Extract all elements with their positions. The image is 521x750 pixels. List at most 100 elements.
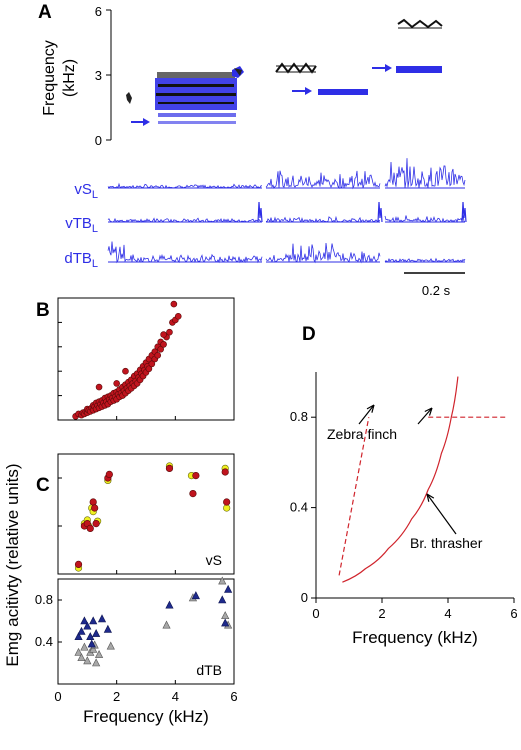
data-point-navy bbox=[191, 591, 200, 600]
panel-b-ticks bbox=[57, 321, 235, 420]
y-tick-label: 0.4 bbox=[290, 500, 308, 515]
data-point-navy bbox=[221, 618, 230, 627]
emg-spike bbox=[461, 201, 467, 223]
x-tick-label: 0 bbox=[54, 689, 61, 704]
emg-trace bbox=[107, 217, 263, 223]
panel-c-top-points bbox=[74, 462, 231, 572]
data-point bbox=[160, 341, 167, 348]
panel-b-frame bbox=[57, 297, 235, 421]
data-point-navy bbox=[83, 621, 92, 630]
panel-b: B bbox=[36, 297, 235, 421]
emg-trace bbox=[107, 241, 263, 264]
data-point-yellow bbox=[223, 504, 231, 512]
data-point-navy bbox=[103, 624, 112, 633]
panel-d-label: D bbox=[302, 324, 316, 345]
data-point bbox=[145, 365, 153, 373]
data-point-navy bbox=[87, 639, 96, 648]
annotation-arrow bbox=[426, 493, 457, 535]
data-point-red bbox=[74, 560, 83, 569]
panel-d-xlabel: Frequency (kHz) bbox=[352, 628, 478, 647]
data-point-grey bbox=[83, 656, 92, 665]
y-tick-label: 0.8 bbox=[290, 409, 308, 424]
data-point-grey bbox=[80, 642, 89, 651]
annotation-arrowhead bbox=[366, 404, 375, 413]
emg-trace-label-vs: vSL bbox=[74, 181, 98, 201]
data-point bbox=[113, 380, 120, 387]
x-tick-label: 2 bbox=[378, 606, 385, 621]
data-point-navy bbox=[97, 614, 107, 623]
y-tick-label: 0.8 bbox=[35, 592, 53, 607]
annotation-zebra-finch: Zebra finch bbox=[327, 426, 397, 442]
emg-spike bbox=[257, 201, 263, 223]
data-point-red bbox=[89, 498, 97, 506]
emg-trace bbox=[265, 242, 381, 264]
data-point-navy bbox=[86, 632, 95, 641]
y-tick-label: 0.4 bbox=[35, 634, 53, 649]
data-point bbox=[166, 328, 173, 336]
x-tick-label: 4 bbox=[444, 606, 451, 621]
x-tick-label: 6 bbox=[230, 689, 237, 704]
data-point-grey bbox=[89, 644, 98, 653]
arrow-marker-head bbox=[143, 118, 150, 126]
data-point-red bbox=[221, 468, 229, 476]
data-point bbox=[170, 300, 178, 308]
data-point-grey bbox=[221, 611, 230, 620]
x-tick-label: 0 bbox=[312, 606, 319, 621]
emg-trace bbox=[384, 215, 466, 224]
panel-d-lines bbox=[338, 376, 508, 583]
data-point-red bbox=[165, 464, 174, 473]
brown-thrasher-line bbox=[342, 376, 459, 583]
emg-spike bbox=[377, 201, 383, 223]
panel-a-ylabel: Frequency bbox=[41, 40, 58, 116]
spectrogram-syllable-2 bbox=[318, 89, 368, 95]
data-point-navy bbox=[80, 616, 89, 625]
annotation-arrow bbox=[417, 407, 433, 425]
spectrogram-syllable-3-harmonic bbox=[397, 18, 443, 29]
data-point bbox=[148, 360, 156, 368]
data-point-navy bbox=[218, 595, 227, 604]
data-point-navy bbox=[74, 632, 83, 641]
data-point bbox=[122, 367, 129, 375]
panel-c-bottom-ticks: 0 2 4 6 0.4 0.8 Frequency (kHz) bbox=[35, 592, 238, 726]
panel-d: D 0 2 4 6 0 0.4 0.8 Frequency (kHz) Zebra finch… bbox=[290, 324, 518, 647]
data-point-navy bbox=[224, 584, 233, 593]
emg-trace bbox=[384, 257, 466, 263]
panel-c-bottom-frame bbox=[57, 578, 235, 685]
panel-c-label: C bbox=[36, 475, 50, 496]
data-point-red bbox=[86, 524, 94, 533]
data-point-navy bbox=[165, 600, 174, 609]
panel-a-ytick-label: 3 bbox=[95, 68, 102, 83]
annotation-arrowhead bbox=[424, 407, 433, 416]
annotation-br-thrasher: Br. thrasher bbox=[410, 535, 483, 551]
data-point bbox=[95, 383, 103, 391]
annotation-arrowhead bbox=[426, 493, 435, 502]
data-point-red bbox=[92, 519, 100, 528]
scale-bar-label: 0.2 s bbox=[422, 283, 451, 298]
data-point-grey bbox=[162, 620, 171, 629]
emg-trace bbox=[265, 215, 381, 224]
data-point-red bbox=[189, 490, 197, 498]
shared-ylabel: Emg acitivty (relative units) bbox=[3, 463, 22, 666]
emg-trace bbox=[107, 182, 262, 189]
data-point bbox=[174, 312, 182, 320]
spectrogram-syllable-3 bbox=[396, 66, 442, 73]
data-point-red bbox=[223, 498, 231, 506]
emg-traces bbox=[107, 158, 467, 264]
emg-trace-label-dtb: dTBL bbox=[64, 250, 98, 270]
data-point-grey bbox=[92, 658, 101, 667]
panel-c-top-frame bbox=[57, 453, 235, 575]
annotation-arrow bbox=[358, 404, 375, 425]
data-point-navy bbox=[92, 628, 101, 637]
emg-trace-label-vtb: vTBL bbox=[65, 215, 98, 235]
data-point-red bbox=[91, 504, 99, 512]
x-tick-label: 4 bbox=[172, 689, 179, 704]
panel-a: A 6 3 0 Frequency (kHz) bbox=[38, 2, 467, 298]
spectrogram-fragment bbox=[126, 92, 132, 104]
data-point bbox=[157, 345, 164, 353]
spectrogram-syllable-2-harmonic bbox=[275, 62, 317, 74]
data-point-navy bbox=[77, 626, 86, 635]
data-point-red bbox=[192, 472, 200, 480]
panel-a-label: A bbox=[38, 2, 52, 23]
data-point-grey bbox=[94, 649, 104, 658]
data-point-navy bbox=[89, 616, 98, 625]
